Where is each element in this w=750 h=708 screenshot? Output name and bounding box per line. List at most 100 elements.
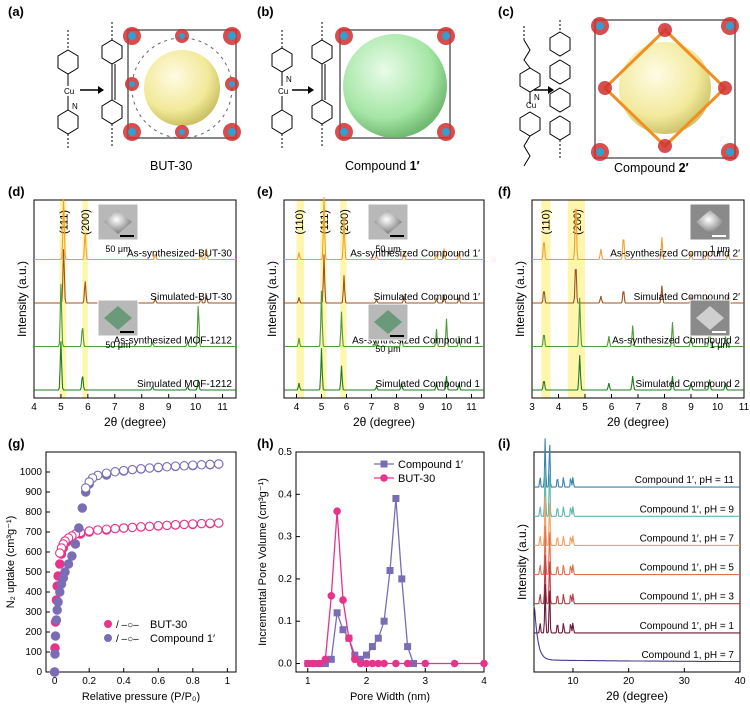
x-tick-label: 0.2 — [82, 676, 96, 687]
legend-marker-filled — [104, 634, 112, 642]
x-tick-label: 4 — [556, 402, 562, 413]
data-point — [362, 659, 371, 668]
atom-n-a: N — [72, 102, 78, 111]
y-tick-label: 1000 — [20, 467, 43, 478]
series-line — [284, 348, 484, 391]
cage-c — [591, 17, 739, 161]
highlight-band — [296, 200, 304, 398]
atom-cu-c: Cu — [526, 101, 536, 110]
data-point — [136, 522, 146, 532]
data-point — [55, 559, 65, 569]
data-point — [80, 483, 91, 493]
data-point — [67, 551, 77, 561]
data-point — [345, 634, 353, 642]
data-point — [339, 596, 347, 604]
panel-b: (b) Cu N Compo — [257, 4, 455, 173]
xrd-chart-f: 3 4 5 6 7 8 9 10 11 2θ (degree) Intensity (a.u.) (1… — [513, 199, 750, 429]
x-axis-label: 2θ (degree) — [104, 415, 166, 429]
data-point — [213, 459, 224, 469]
legend-label: Compound 1′ — [150, 633, 215, 645]
x-tick-label: 7 — [635, 402, 641, 413]
crystal-image — [374, 210, 402, 234]
series-line — [532, 355, 744, 391]
data-point — [50, 649, 60, 659]
highlight-band — [82, 200, 88, 398]
x-tick-label: 4 — [481, 676, 487, 687]
y-tick-label: 500 — [25, 567, 42, 578]
data-point — [53, 597, 63, 607]
y-tick-label: 100 — [25, 647, 42, 658]
data-point — [363, 651, 370, 659]
x-tick-label: 40 — [734, 676, 746, 687]
panel-label-e: (e) — [257, 184, 273, 199]
x-tick-label: 4 — [31, 402, 37, 413]
data-point — [101, 468, 112, 478]
x-tick-label: 2 — [364, 676, 370, 687]
series-label: As-synthesized Compound 1′ — [350, 249, 480, 260]
plot-frame — [295, 451, 485, 673]
series-label: As-synthesized Compound 1 — [352, 336, 480, 347]
series-label: Compound 1′, pH = 9 — [640, 504, 735, 515]
x-tick-label: 7 — [369, 402, 375, 413]
data-point — [403, 659, 412, 668]
data-point — [327, 592, 336, 600]
data-point — [196, 460, 207, 470]
y-tick-label: 0.5 — [278, 447, 292, 458]
y-tick-label: 0.2 — [278, 574, 292, 585]
panel-label-c: (c) — [498, 4, 514, 19]
y-axis-label: Intensity (a.u.) — [515, 524, 529, 600]
data-point — [52, 605, 62, 615]
cage-a — [123, 27, 241, 141]
series-label: Compound 1′, pH = 7 — [640, 533, 735, 544]
caption-c: Compound 2′ — [614, 161, 689, 175]
series-line — [34, 341, 236, 391]
x-tick-label: 10 — [441, 402, 453, 413]
data-point — [374, 634, 382, 642]
panel-label-i: (i) — [498, 436, 510, 451]
plot-frame — [283, 199, 485, 399]
data-point — [136, 464, 146, 474]
data-point — [205, 518, 215, 528]
x-tick-label: 6 — [609, 402, 615, 413]
legend-marker — [380, 474, 388, 482]
panel-a: (a) Cu N — [8, 4, 241, 173]
series-line — [533, 605, 740, 663]
x-tick-label: 20 — [623, 676, 635, 687]
xrd-chart-e: 4 5 6 7 8 9 10 11 2θ (degree) Intensity (a.u.) (11… — [265, 196, 485, 429]
linker-structure-c — [519, 20, 571, 167]
series-label: As-synthesized MOF-1212 — [114, 336, 233, 347]
atom-n-c: N — [534, 93, 540, 102]
reflection-label: (110) — [540, 210, 552, 235]
linker-structure-b — [271, 22, 333, 150]
y-tick-label: 900 — [25, 487, 42, 498]
data-point — [70, 539, 81, 549]
legend-marker-sep: / –○– — [116, 634, 139, 645]
crystal-image — [104, 306, 132, 330]
legend-marker-sep: / –○– — [116, 620, 139, 631]
series-label: Simulated Compound 2 — [635, 379, 740, 390]
reflection-label: (110) — [294, 210, 306, 235]
data-point — [398, 575, 406, 583]
data-point — [110, 467, 120, 477]
data-point — [162, 462, 172, 472]
y-axis-label: N₂ uptake (cm³g⁻¹) — [5, 516, 17, 609]
series-line — [34, 283, 236, 348]
series-line — [534, 554, 740, 605]
crystal-image — [696, 306, 724, 330]
x-tick-label: 11 — [466, 402, 477, 413]
series-label: Compound 1′, pH = 3 — [640, 592, 735, 603]
x-axis-label: Relative pressure (P/P₀) — [82, 691, 200, 703]
x-tick-label: 0.6 — [151, 676, 165, 687]
data-point — [63, 559, 74, 569]
panel-label-d: (d) — [8, 184, 25, 199]
y-tick-label: 800 — [25, 507, 42, 518]
data-point — [333, 609, 341, 617]
legend-marker — [380, 460, 388, 468]
x-tick-label: 30 — [679, 676, 691, 687]
x-tick-label: 10 — [712, 402, 724, 413]
y-tick-label: 0.0 — [278, 659, 292, 670]
x-tick-label: 11 — [739, 402, 750, 413]
series-line — [284, 290, 484, 348]
atom-cu-a: Cu — [64, 87, 74, 96]
